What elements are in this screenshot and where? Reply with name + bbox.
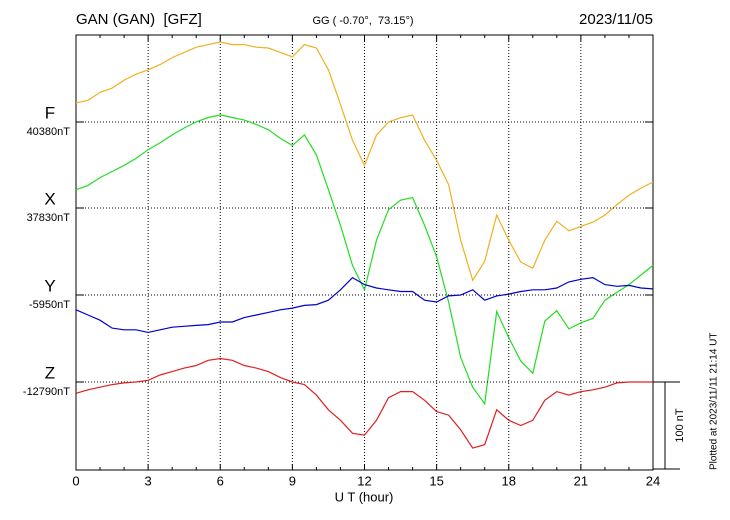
- baseline-label: -12790nT: [23, 386, 70, 398]
- trace: [75, 276, 654, 334]
- x-tick-label: 0: [72, 473, 79, 488]
- chart-title: GAN (GAN) [GFZ]: [76, 11, 202, 28]
- trace: [75, 41, 654, 282]
- series-name: X: [44, 189, 55, 208]
- x-tick-label: 9: [289, 473, 296, 488]
- x-tick-label: 3: [145, 473, 152, 488]
- chart-date: 2023/11/05: [579, 11, 653, 28]
- x-tick-label: 15: [429, 473, 443, 488]
- scale-bar-label: 100 nT: [674, 408, 686, 443]
- trace: [75, 357, 653, 449]
- series-name: F: [45, 103, 55, 122]
- x-tick-label: 12: [357, 473, 371, 488]
- trace: [75, 114, 654, 406]
- scale-bar: [653, 381, 680, 470]
- footnote: Plotted at 2023/11/11 21:14 UT: [709, 332, 720, 470]
- x-tick-label: 24: [646, 473, 660, 488]
- baseline-label: -5950nT: [29, 299, 70, 311]
- x-axis-label: U T (hour): [335, 489, 394, 504]
- baseline-label: 40380nT: [27, 126, 71, 138]
- x-tick-label: 6: [217, 473, 224, 488]
- baseline-label: 37830nT: [27, 212, 71, 224]
- series-name: Y: [44, 276, 55, 295]
- series-name: Z: [45, 363, 55, 382]
- chart-subtitle: GG ( -0.70°, 73.15°): [312, 15, 413, 27]
- x-tick-label: 18: [502, 473, 516, 488]
- x-tick-label: 21: [574, 473, 588, 488]
